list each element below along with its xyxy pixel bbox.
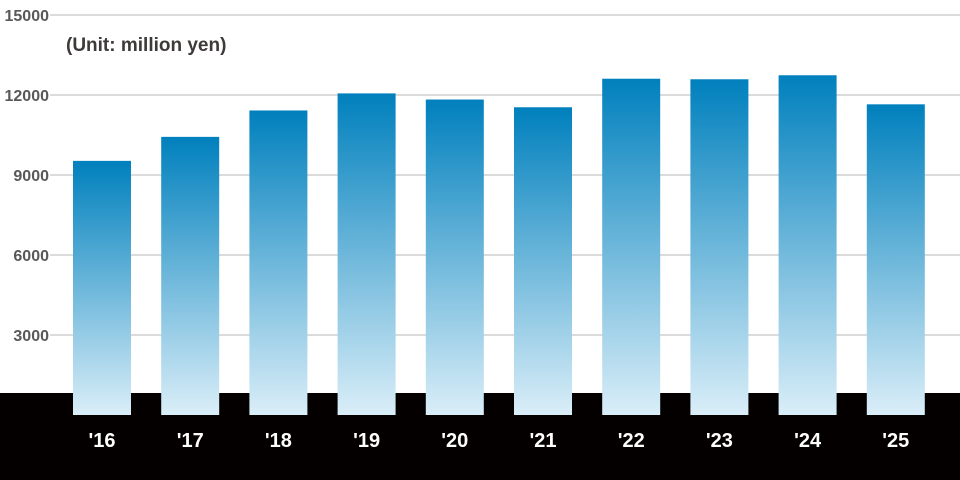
bar xyxy=(337,93,396,416)
bars xyxy=(73,75,925,416)
y-tick-label: 12000 xyxy=(5,88,50,105)
y-axis-ticks: 3000 6000 9000 12000 15000 xyxy=(5,8,50,345)
bar xyxy=(602,78,661,415)
bar xyxy=(249,110,308,415)
x-tick-label: '23 xyxy=(706,430,733,452)
x-tick-label: '25 xyxy=(882,430,909,452)
bar xyxy=(778,75,837,416)
x-tick-label: '20 xyxy=(441,430,468,452)
x-tick-label: '18 xyxy=(265,430,292,452)
x-tick-label: '19 xyxy=(353,430,380,452)
bar xyxy=(866,104,925,415)
y-tick-label: 9000 xyxy=(13,168,49,185)
bar xyxy=(514,107,572,416)
x-tick-label: '21 xyxy=(529,430,556,452)
x-tick-label: '24 xyxy=(794,430,822,452)
y-tick-label: 15000 xyxy=(5,8,50,25)
x-tick-label: '17 xyxy=(177,430,204,452)
x-tick-label: '22 xyxy=(618,430,645,452)
bar xyxy=(73,160,131,415)
unit-note: (Unit: million yen) xyxy=(66,35,226,56)
y-tick-label: 6000 xyxy=(13,248,49,265)
bar xyxy=(690,79,749,416)
x-axis-labels: '16 '17 '18 '19 '20 '21 '22 '23 '24 '25 xyxy=(88,430,909,452)
bar xyxy=(161,136,220,415)
y-tick-label: 3000 xyxy=(13,328,49,345)
x-tick-label: '16 xyxy=(88,430,115,452)
bar xyxy=(425,99,484,416)
